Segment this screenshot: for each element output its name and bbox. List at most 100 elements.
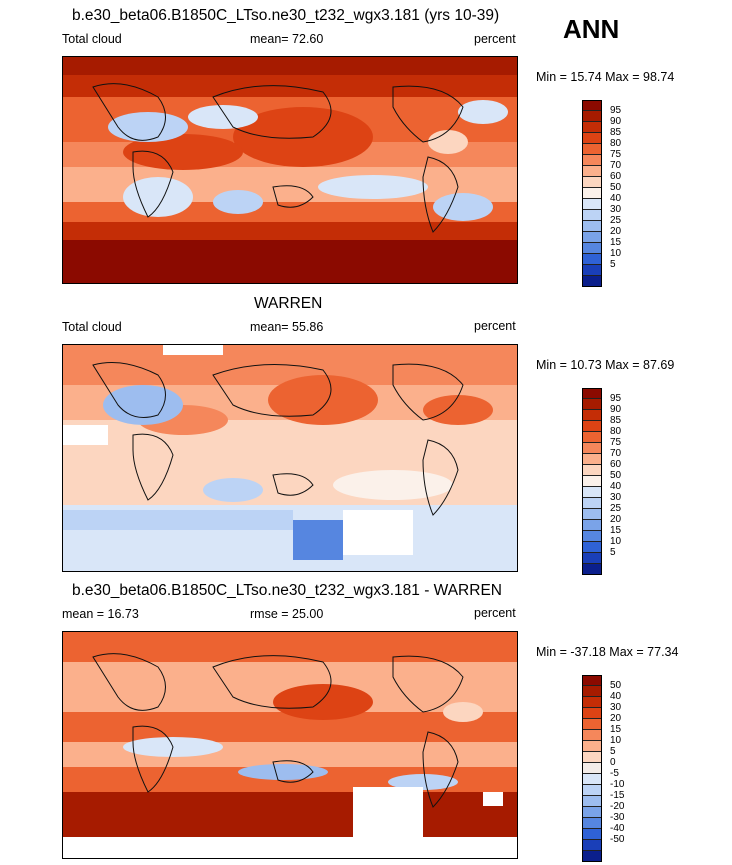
panel3-mean-label: mean = 16.73 <box>62 607 139 621</box>
colorbar-swatch <box>582 807 602 818</box>
colorbar-tick-label: 15 <box>610 237 622 248</box>
colorbar-tick-label: 25 <box>610 215 622 226</box>
colorbar-swatch <box>582 531 602 542</box>
colorbar-swatch <box>582 111 602 122</box>
colorbar-swatch <box>582 421 602 432</box>
colorbar-swatch <box>582 708 602 719</box>
colorbar-tick-label: 85 <box>610 415 622 426</box>
colorbar-tick-label: -10 <box>610 779 625 790</box>
colorbar-swatch <box>582 210 602 221</box>
colorbar-tick-label: 70 <box>610 160 622 171</box>
colorbar-tick-label: 20 <box>610 514 622 525</box>
panel3-rmse-label: rmse = 25.00 <box>250 607 324 621</box>
panel1-map <box>62 56 518 284</box>
panel3-minmax: Min = -37.18 Max = 77.34 <box>536 645 679 659</box>
colorbar-tick-label: 80 <box>610 138 622 149</box>
colorbar-swatch <box>582 675 602 686</box>
colorbar-tick-label: 95 <box>610 105 622 116</box>
panel2-title: WARREN <box>254 295 323 312</box>
colorbar-tick-label: 85 <box>610 127 622 138</box>
colorbar-tick-label: 75 <box>610 437 622 448</box>
colorbar-tick-label: 95 <box>610 393 622 404</box>
colorbar-swatch <box>582 730 602 741</box>
colorbar-tick-label: 40 <box>610 481 622 492</box>
panel1-minmax: Min = 15.74 Max = 98.74 <box>536 70 675 84</box>
colorbar-swatch <box>582 243 602 254</box>
panel1-left-label: Total cloud <box>62 32 122 46</box>
colorbar-frame <box>582 100 602 287</box>
colorbar-tick-label: 60 <box>610 171 622 182</box>
colorbar-swatch <box>582 774 602 785</box>
colorbar-swatch <box>582 454 602 465</box>
panel2-units-label: percent <box>474 319 516 333</box>
colorbar-tick-label: 60 <box>610 459 622 470</box>
colorbar-swatch <box>582 199 602 210</box>
colorbar-tick-label: 20 <box>610 713 622 724</box>
colorbar-tick-label: 5 <box>610 746 616 757</box>
colorbar-swatch <box>582 232 602 243</box>
panel1-mean-label: mean= 72.60 <box>250 32 324 46</box>
colorbar-tick-label: 75 <box>610 149 622 160</box>
colorbar-swatch <box>582 432 602 443</box>
colorbar-tick-label: -40 <box>610 823 625 834</box>
panel1-units-label: percent <box>474 32 516 46</box>
colorbar-swatch <box>582 177 602 188</box>
colorbar-swatch <box>582 520 602 531</box>
colorbar-tick-label: 40 <box>610 193 622 204</box>
panel3-map-plot <box>63 632 517 858</box>
colorbar-swatch <box>582 487 602 498</box>
colorbar-frame <box>582 388 602 575</box>
colorbar-swatch <box>582 542 602 553</box>
colorbar-swatch <box>582 399 602 410</box>
panel1-title: b.e30_beta06.B1850C_LTso.ne30_t232_wgx3.… <box>72 7 500 24</box>
panel2-mean-label: mean= 55.86 <box>250 320 324 334</box>
panel3-units-label: percent <box>474 606 516 620</box>
colorbar-swatch <box>582 719 602 730</box>
colorbar-tick-label: 20 <box>610 226 622 237</box>
colorbar-tick-label: 25 <box>610 503 622 514</box>
panel3-title: b.e30_beta06.B1850C_LTso.ne30_t232_wgx3.… <box>72 582 502 599</box>
colorbar-swatch <box>582 498 602 509</box>
colorbar-swatch <box>582 818 602 829</box>
colorbar-tick-label: 90 <box>610 404 622 415</box>
colorbar-swatch <box>582 752 602 763</box>
colorbar-swatch <box>582 166 602 177</box>
panel2-left-label: Total cloud <box>62 320 122 334</box>
colorbar-tick-label: 0 <box>610 757 616 768</box>
colorbar-swatch <box>582 829 602 840</box>
colorbar-swatch <box>582 476 602 487</box>
colorbar-swatch <box>582 254 602 265</box>
colorbar-tick-label: 50 <box>610 182 622 193</box>
colorbar-tick-label: 10 <box>610 248 622 259</box>
panel3-map <box>62 631 518 859</box>
colorbar-tick-label: -5 <box>610 768 619 779</box>
colorbar-swatch <box>582 144 602 155</box>
colorbar-swatch <box>582 133 602 144</box>
colorbar-tick-label: -15 <box>610 790 625 801</box>
colorbar-tick-label: 30 <box>610 204 622 215</box>
colorbar-tick-label: -30 <box>610 812 625 823</box>
panel2-map-plot <box>63 345 517 571</box>
colorbar-swatch <box>582 221 602 232</box>
colorbar-tick-label: 10 <box>610 536 622 547</box>
colorbar-swatch <box>582 265 602 276</box>
colorbar-tick-label: -50 <box>610 834 625 845</box>
colorbar-tick-label: 50 <box>610 680 622 691</box>
colorbar-swatch <box>582 840 602 851</box>
colorbar-swatch <box>582 796 602 807</box>
colorbar-tick-label: 10 <box>610 735 622 746</box>
colorbar-tick-label: 30 <box>610 702 622 713</box>
colorbar-swatch <box>582 741 602 752</box>
colorbar-swatch <box>582 465 602 476</box>
colorbar-swatch <box>582 509 602 520</box>
colorbar-swatch <box>582 122 602 133</box>
colorbar-swatch <box>582 443 602 454</box>
panel1-map-plot <box>63 57 517 283</box>
colorbar-swatch <box>582 785 602 796</box>
panel2-minmax: Min = 10.73 Max = 87.69 <box>536 358 675 372</box>
colorbar-tick-label: 40 <box>610 691 622 702</box>
colorbar-swatch <box>582 388 602 399</box>
colorbar-swatch <box>582 763 602 774</box>
colorbar-tick-label: 15 <box>610 525 622 536</box>
colorbar-tick-label: 50 <box>610 470 622 481</box>
